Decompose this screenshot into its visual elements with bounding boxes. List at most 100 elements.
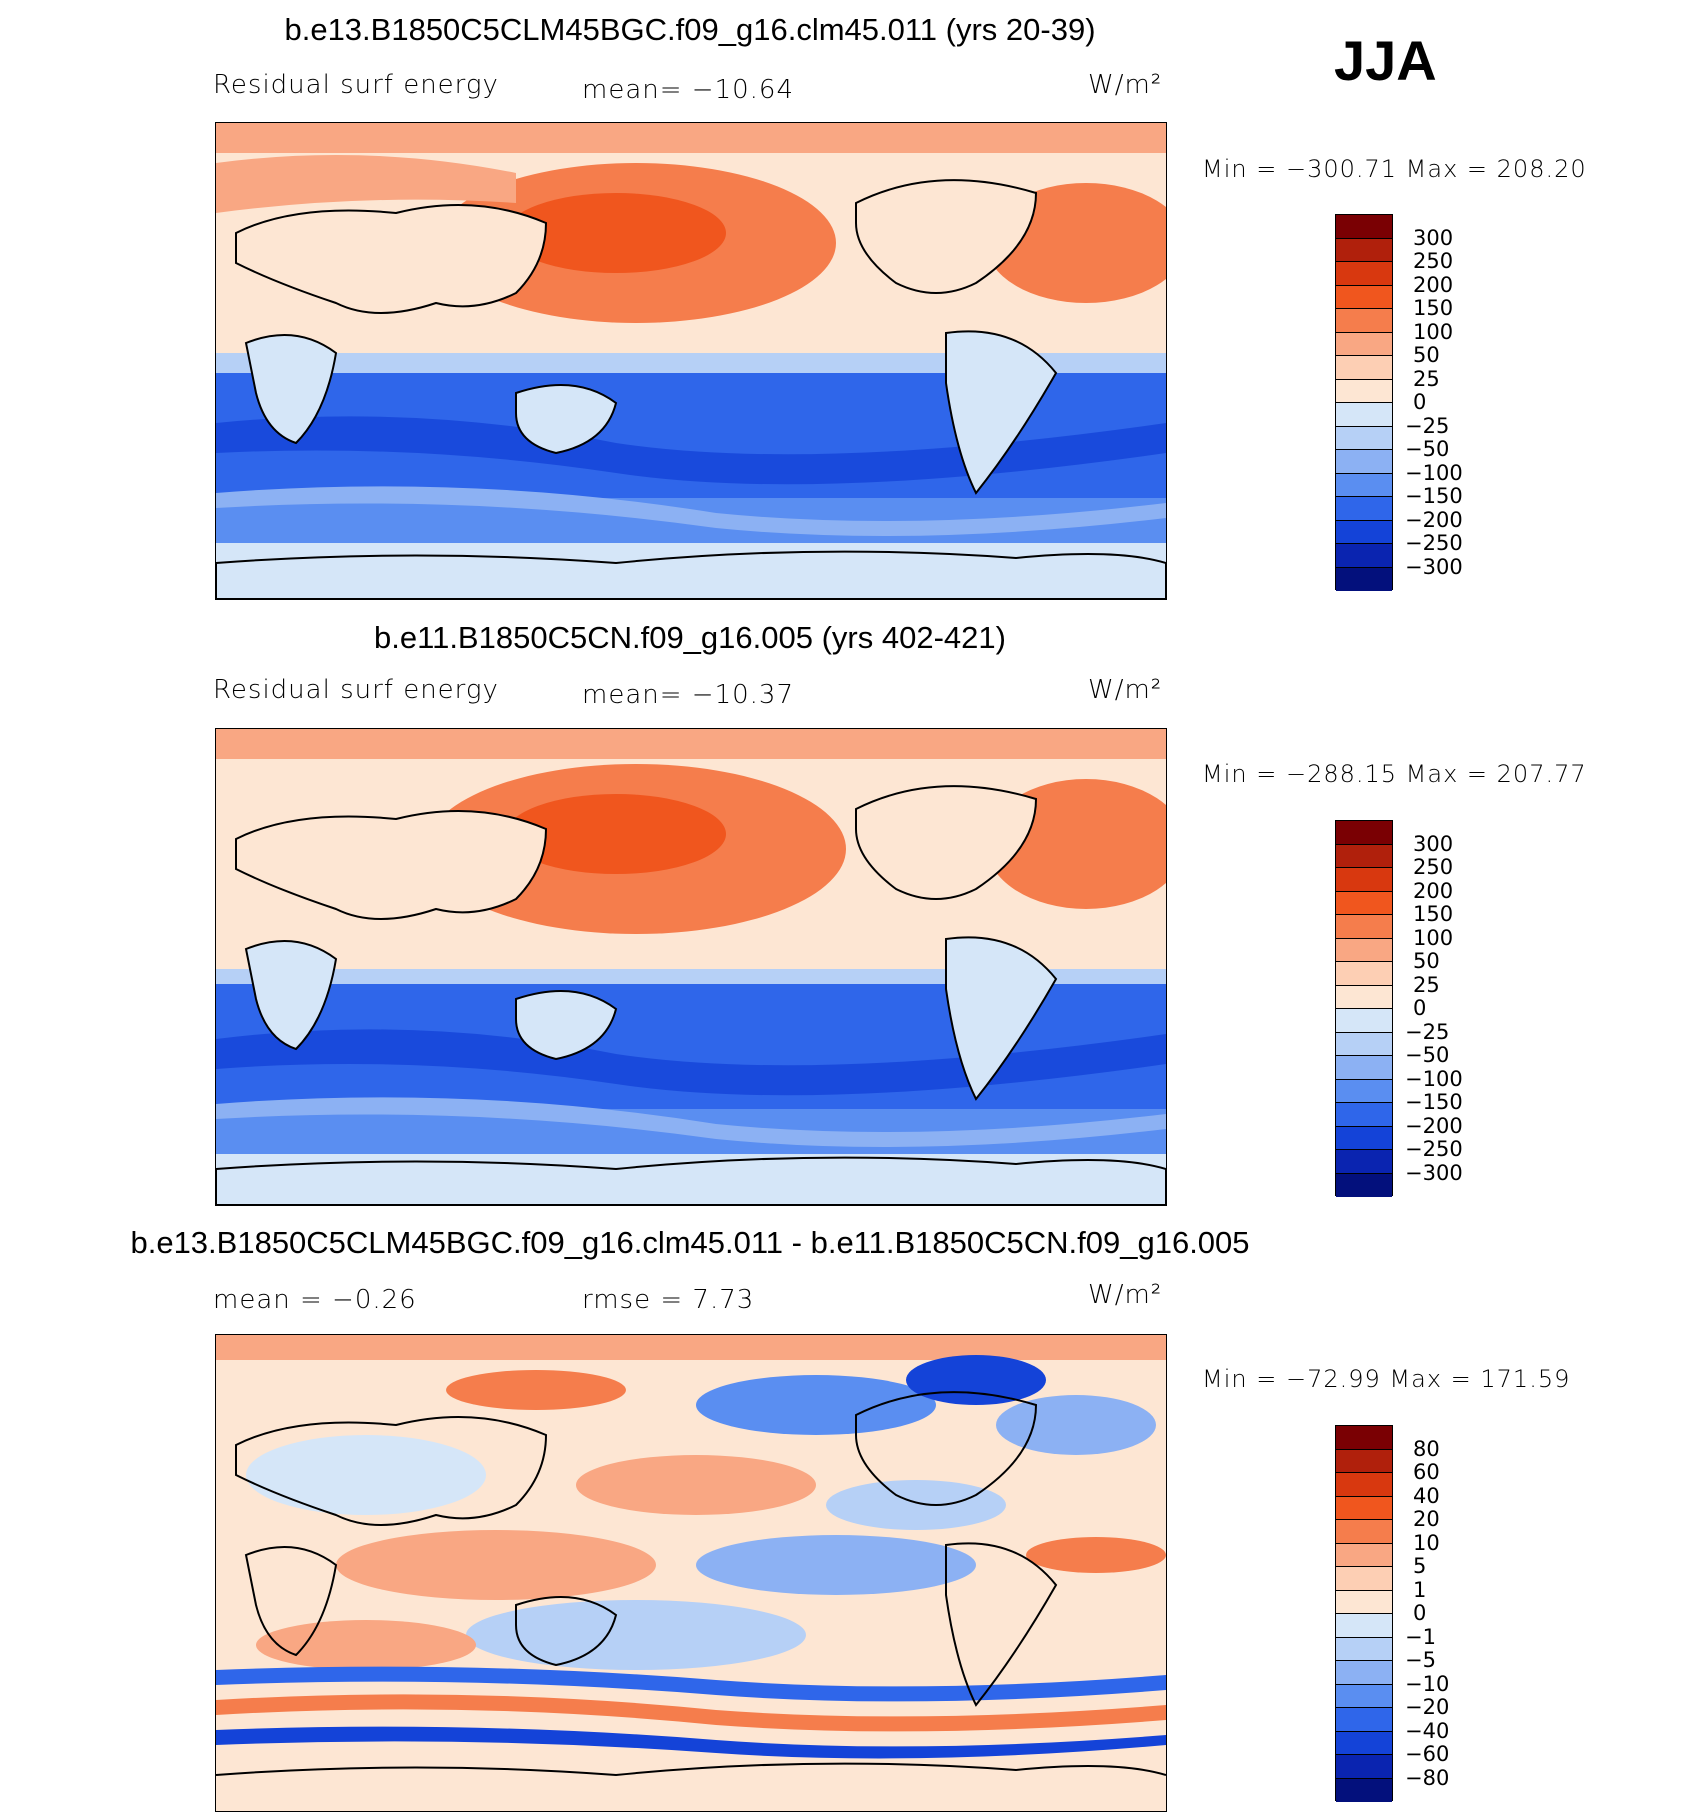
colorbar-tick-label: 25 [1413,366,1440,391]
colorbar-tick-label: 150 [1413,296,1454,320]
colorbar-tick-label: −40 [1405,1718,1450,1743]
colorbar-tick-label: 0 [1413,390,1427,414]
colorbar-swatch [1336,868,1392,892]
colorbar-swatch [1336,215,1392,239]
colorbar-swatch [1336,1150,1392,1174]
colorbar-swatch [1336,985,1392,1009]
units-label: W/m² [1088,1280,1163,1310]
colorbar-tick-label: 300 [1413,831,1454,856]
rmse-label: rmse = 7.73 [582,1285,755,1315]
colorbar-swatch [1336,262,1392,286]
colorbar-swatch [1336,520,1392,544]
colorbar-tick-label: −50 [1405,1043,1450,1067]
north-america-landmass [855,179,1038,294]
antarctica-landmass [216,550,1166,599]
map-plot [215,728,1167,1206]
colorbar-swatch [1336,379,1392,403]
colorbar-tick-label: −10 [1405,1671,1450,1696]
africa-landmass [244,1546,338,1657]
colorbar-swatch [1336,1755,1392,1779]
mean-label: mean= −10.37 [582,680,795,710]
colorbar-tick-label: 100 [1413,925,1454,950]
colorbar-tick-label: −200 [1405,507,1463,532]
colorbar-tick-label: 1 [1413,1577,1427,1602]
colorbar-swatch [1336,1543,1392,1567]
africa-landmass [244,940,338,1051]
units-label: W/m² [1088,70,1163,100]
colorbar-tick-label: 50 [1413,949,1440,973]
colorbar-labels: 300 250 200 150 100 50 25 0 −25 −50 −100 −150 −200 −2… [1405,214,1525,590]
colorbar-labels: 80 60 40 20 10 5 1 0 −1 −5 −10 −20 −40 −60 −80 [1405,1425,1525,1801]
colorbar-swatch [1336,1032,1392,1056]
variable-label: Residual surf energy [213,70,499,100]
colorbar-swatch [1336,1637,1392,1661]
min-max-label: Min = −300.71 Max = 208.20 [1202,155,1587,183]
colorbar-tick-label: 10 [1413,1530,1440,1555]
colorbar-tick-label: 100 [1413,319,1454,344]
units-label: W/m² [1088,675,1163,705]
australia-landmass [515,1596,618,1667]
eurasia-landmass [235,204,548,314]
colorbar-swatch [1336,1126,1392,1150]
eurasia-landmass [235,810,548,920]
colorbar-swatch [1336,1778,1392,1802]
colorbar-tick-label: −25 [1405,413,1450,438]
colorbar-tick-label: 40 [1413,1483,1440,1508]
colorbar-tick-label: −150 [1405,1090,1463,1114]
panel-title: b.e11.B1850C5CN.f09_g16.005 (yrs 402-421… [374,620,1006,655]
colorbar-tick-label: −50 [1405,437,1450,461]
africa-landmass [244,334,338,445]
colorbar-tick-label: −25 [1405,1019,1450,1044]
colorbar-tick-label: 0 [1413,1601,1427,1625]
colorbar-swatch [1336,1567,1392,1591]
eurasia-landmass [235,1416,548,1526]
colorbar-swatch [1336,1496,1392,1520]
colorbar-swatch [1336,309,1392,333]
colorbar [1335,820,1393,1197]
panel-title: b.e13.B1850C5CLM45BGC.f09_g16.clm45.011 … [130,1225,1250,1260]
colorbar-tick-label: 150 [1413,902,1454,926]
colorbar-labels: 300 250 200 150 100 50 25 0 −25 −50 −100 −150 −200 −2… [1405,820,1525,1196]
colorbar-tick-label: −250 [1405,1137,1463,1161]
colorbar-swatch [1336,1661,1392,1685]
colorbar-swatch [1336,1684,1392,1708]
colorbar-tick-label: −100 [1405,1066,1463,1091]
colorbar-swatch [1336,1614,1392,1638]
south-america-landmass [945,936,1058,1101]
colorbar-swatch [1336,567,1392,591]
colorbar-tick-label: 5 [1413,1554,1427,1578]
colorbar-tick-label: 25 [1413,972,1440,997]
colorbar-tick-label: 60 [1413,1460,1440,1484]
colorbar-tick-label: 250 [1413,249,1454,273]
colorbar-swatch [1336,1103,1392,1127]
colorbar-tick-label: 200 [1413,878,1454,903]
colorbar-swatch [1336,450,1392,474]
colorbar-swatch [1336,356,1392,380]
colorbar-tick-label: −100 [1405,460,1463,485]
mean-label: mean = −0.26 [213,1285,417,1315]
map-plot [215,1334,1167,1812]
colorbar-tick-label: 80 [1413,1436,1440,1461]
south-america-landmass [945,1542,1058,1707]
colorbar-swatch [1336,238,1392,262]
colorbar-tick-label: −1 [1405,1624,1436,1649]
colorbar [1335,1425,1393,1802]
colorbar-swatch [1336,1520,1392,1544]
colorbar-tick-label: −5 [1405,1648,1436,1672]
min-max-label: Min = −72.99 Max = 171.59 [1202,1365,1571,1393]
colorbar-swatch [1336,1173,1392,1197]
colorbar-swatch [1336,844,1392,868]
colorbar-tick-label: −60 [1405,1742,1450,1766]
colorbar-swatch [1336,1473,1392,1497]
map-plot [215,122,1167,600]
panel-title: b.e13.B1850C5CLM45BGC.f09_g16.clm45.011 … [284,12,1096,47]
australia-landmass [515,384,618,455]
colorbar-swatch [1336,915,1392,939]
mean-label: mean= −10.64 [582,75,795,105]
colorbar [1335,214,1393,591]
north-america-landmass [855,1391,1038,1506]
colorbar-tick-label: 250 [1413,855,1454,879]
season-label: JJA [1334,29,1437,92]
colorbar-tick-label: −300 [1405,1160,1463,1185]
colorbar-tick-label: 50 [1413,343,1440,367]
